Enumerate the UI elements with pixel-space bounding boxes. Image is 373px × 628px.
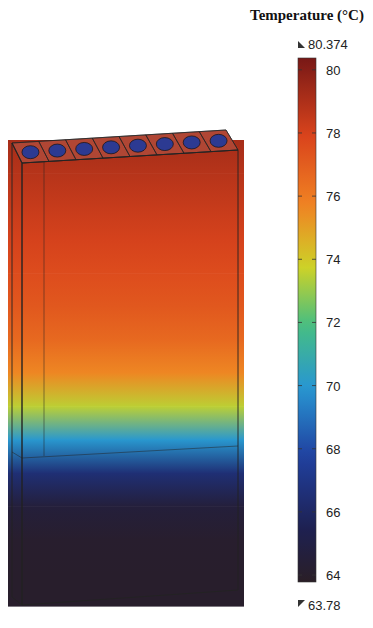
tick-mark [298,322,302,323]
temperature-band [8,306,244,340]
channel-cell [119,135,157,157]
section-edge [12,452,22,458]
coolant-channel [210,134,227,147]
tick-mark [298,511,302,512]
tick-mark [312,196,316,197]
tick-mark [298,69,302,70]
figure: Temperature (°C) 64 66 68 70 72 74 76 78 80 80.374… [0,0,373,628]
tick-mark [312,575,316,576]
tick-mark [312,259,316,260]
tick-mark [298,196,302,197]
tick-label: 66 [326,505,340,520]
temperature-band [8,240,244,274]
tick-label: 76 [326,189,340,204]
tick-mark [298,385,302,386]
channel-cell [12,141,49,163]
tick-label: 68 [326,442,340,457]
max-marker [298,41,305,48]
tick-mark [298,132,302,133]
inner-edge [44,162,45,456]
coolant-channel [183,136,200,149]
min-marker [298,600,305,607]
tick-mark [312,385,316,386]
min-label: 63.78 [308,598,341,613]
tick-mark [312,132,316,133]
coolant-channel [103,141,120,154]
tick-mark [298,448,302,449]
temperature-band [8,373,244,407]
side-outline [12,143,22,605]
tick-label: 78 [326,126,340,141]
temperature-band [8,573,244,607]
tick-label: 72 [326,315,340,330]
tick-mark [312,448,316,449]
tick-mark [312,511,316,512]
temperature-band [8,506,244,540]
temperature-band [8,273,244,307]
temperature-band [8,340,244,374]
front-outline [22,150,238,605]
tick-label: 80 [326,63,340,78]
channel-cell [39,140,76,162]
channel-cell [66,138,104,160]
top-face-light [12,130,238,163]
coolant-channel [49,144,66,157]
temperature-band [8,539,244,573]
top-face [12,130,238,163]
tick-mark [298,575,302,576]
colorbar [298,58,316,582]
temperature-band [8,173,244,207]
coolant-channel [129,139,146,152]
tick-mark [312,69,316,70]
tick-mark [312,322,316,323]
colorbar-title: Temperature (°C) [250,7,364,24]
channel-cell [199,130,238,152]
coolant-channel [156,138,173,151]
temperature-band [8,406,244,440]
tick-label: 70 [326,379,340,394]
temperature-band [8,207,244,241]
tick-label: 64 [326,568,340,583]
coolant-channel [22,146,39,159]
temperature-band [8,473,244,507]
channel-cell [92,137,130,159]
channel-cell [146,133,184,155]
coolant-channel [76,142,93,155]
section-edge [22,446,238,458]
temperature-band [8,440,244,474]
tick-label: 74 [326,252,340,267]
max-label: 80.374 [308,37,348,52]
tick-mark [298,259,302,260]
